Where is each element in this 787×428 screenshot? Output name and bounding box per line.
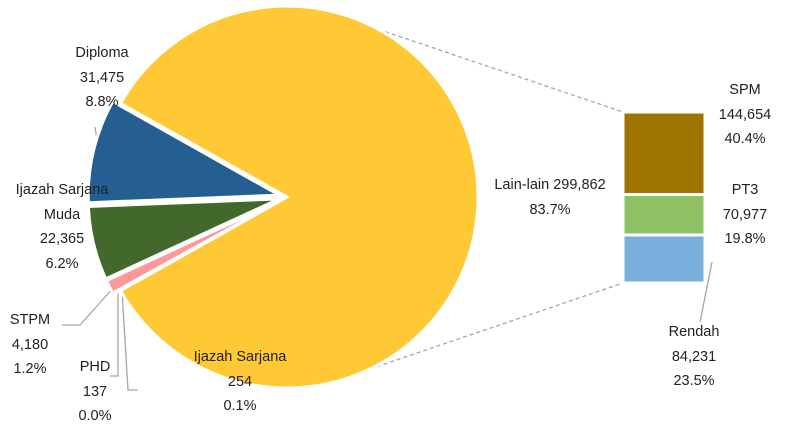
percent-label: 0.1% bbox=[223, 398, 257, 414]
percent-label: 40.4% bbox=[724, 131, 766, 147]
value-label: 70,977 bbox=[722, 206, 768, 223]
category-label: STPM bbox=[9, 312, 51, 328]
data-label: Ijazah Sarjana Muda 22,365 6.2% bbox=[2, 178, 122, 276]
value-label: 22,365 bbox=[39, 231, 85, 247]
label-line: SPM bbox=[705, 78, 785, 103]
data-label: PT3 70,977 19.8% bbox=[705, 178, 785, 252]
leader-line bbox=[110, 290, 119, 377]
label-line: 84,231 bbox=[654, 345, 734, 370]
label-line: Lain-lain 299,862 bbox=[470, 173, 630, 198]
value-label: 84,231 bbox=[671, 348, 717, 365]
label-line: Ijazah Sarjana bbox=[180, 345, 300, 370]
category-label: Ijazah Sarjana bbox=[193, 349, 287, 365]
data-label: STPM 4,180 1.2% bbox=[0, 308, 60, 382]
data-label: Ijazah Sarjana 254 0.1% bbox=[180, 345, 300, 419]
category-label: Ijazah Sarjana Muda bbox=[15, 182, 109, 223]
label-line: 144,654 bbox=[705, 103, 785, 128]
bar-segment bbox=[621, 192, 707, 237]
data-label: SPM 144,654 40.4% bbox=[705, 78, 785, 152]
percent-label: 83.7% bbox=[529, 201, 571, 218]
category-label: SPM bbox=[729, 82, 761, 98]
label-line: 4,180 bbox=[0, 333, 60, 358]
percent-label: 6.2% bbox=[45, 255, 79, 272]
value-label: 299,862 bbox=[553, 177, 606, 193]
percent-label: 23.5% bbox=[673, 373, 715, 389]
data-label: Lain-lain 299,862 83.7% bbox=[470, 173, 630, 222]
connector-line bbox=[370, 282, 624, 370]
leader-lines bbox=[62, 126, 713, 391]
value-label: 144,654 bbox=[718, 106, 772, 123]
leader-line bbox=[121, 289, 138, 391]
label-line: Ijazah Sarjana Muda bbox=[2, 178, 122, 227]
value-label: 4,180 bbox=[11, 336, 49, 353]
value-label: 137 bbox=[82, 383, 108, 400]
category-label: Rendah bbox=[668, 324, 720, 340]
bar-segment bbox=[621, 110, 707, 196]
label-line: Rendah bbox=[654, 320, 734, 345]
connector-line bbox=[378, 28, 624, 113]
pie-slice bbox=[104, 199, 281, 296]
label-line: 137 bbox=[65, 380, 125, 405]
label-line: PT3 bbox=[705, 178, 785, 203]
percent-label: 8.8% bbox=[85, 94, 119, 110]
pie-slice bbox=[86, 99, 285, 205]
label-line: 22,365 bbox=[2, 227, 122, 252]
bar-segment bbox=[621, 233, 707, 285]
data-label: Diploma 31,475 8.8% bbox=[57, 41, 147, 115]
value-label: 31,475 bbox=[79, 69, 125, 86]
percent-label: 19.8% bbox=[724, 231, 766, 247]
percent-label: 0.0% bbox=[78, 408, 112, 424]
label-line: 31,475 bbox=[57, 66, 147, 91]
label-line: 70,977 bbox=[705, 203, 785, 228]
leader-line bbox=[62, 286, 115, 326]
value-label: 254 bbox=[227, 373, 253, 390]
data-label: Rendah 84,231 23.5% bbox=[654, 320, 734, 394]
leader-line bbox=[699, 261, 713, 323]
percent-label: 1.2% bbox=[13, 361, 47, 377]
category-label: PT3 bbox=[731, 182, 759, 198]
category-label: PHD bbox=[79, 359, 111, 375]
pie-slice bbox=[86, 197, 280, 281]
label-line: 254 bbox=[180, 370, 300, 395]
category-label: Diploma bbox=[75, 45, 129, 61]
label-line: STPM bbox=[0, 308, 60, 333]
label-line: PHD bbox=[65, 355, 125, 380]
label-line: Diploma bbox=[57, 41, 147, 66]
pie-slice bbox=[118, 4, 480, 390]
data-label: PHD 137 0.0% bbox=[65, 355, 125, 428]
category-label: Lain-lain bbox=[494, 177, 550, 193]
